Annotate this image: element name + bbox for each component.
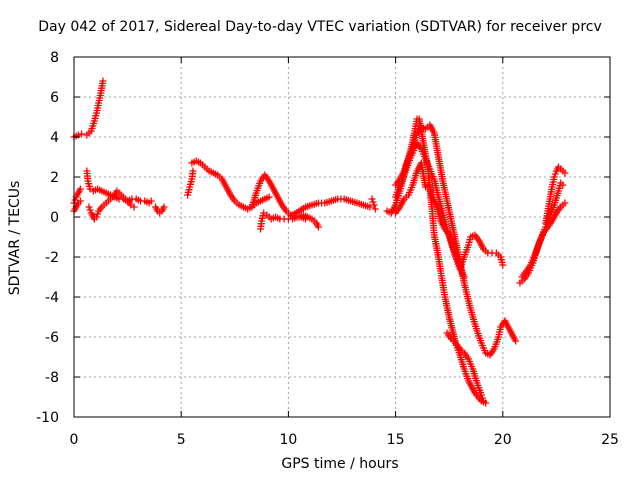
data-point bbox=[76, 185, 84, 193]
y-tick-label: 6 bbox=[50, 90, 59, 106]
x-tick-label: 10 bbox=[279, 432, 297, 448]
data-point bbox=[512, 337, 520, 345]
y-tick-label: -6 bbox=[45, 330, 59, 346]
data-point bbox=[86, 206, 94, 214]
x-axis-label: GPS time / hours bbox=[281, 456, 399, 472]
data-point bbox=[76, 197, 84, 205]
x-tick-label: 25 bbox=[601, 432, 619, 448]
y-tick-label: -8 bbox=[45, 370, 59, 386]
data-points bbox=[70, 77, 569, 407]
data-point bbox=[147, 197, 155, 205]
plot-frame bbox=[73, 56, 611, 418]
data-point bbox=[366, 203, 374, 211]
data-point bbox=[561, 169, 569, 177]
data-point bbox=[559, 181, 567, 189]
data-point bbox=[371, 205, 379, 213]
x-tick-label: 15 bbox=[387, 432, 405, 448]
y-tick-label: -4 bbox=[45, 290, 59, 306]
y-tick-label: 8 bbox=[50, 50, 59, 66]
y-tick-labels: -10 -8 -6 -4 -2 0 2 4 6 8 bbox=[36, 50, 59, 426]
x-tick-label: 0 bbox=[70, 432, 79, 448]
data-point bbox=[93, 213, 101, 221]
grid-lines bbox=[74, 57, 610, 417]
data-point bbox=[85, 203, 93, 211]
y-tick-label: 4 bbox=[50, 130, 59, 146]
x-tick-label: 20 bbox=[494, 432, 512, 448]
data-point bbox=[551, 170, 559, 178]
data-point bbox=[265, 193, 273, 201]
data-point bbox=[99, 77, 107, 85]
data-point bbox=[130, 203, 138, 211]
data-point bbox=[370, 201, 378, 209]
data-point bbox=[477, 391, 485, 399]
data-point bbox=[499, 261, 507, 269]
data-point bbox=[368, 195, 376, 203]
data-point bbox=[478, 394, 486, 402]
data-point bbox=[550, 173, 558, 181]
data-point bbox=[71, 196, 79, 204]
data-point bbox=[78, 130, 86, 138]
y-tick-label: 2 bbox=[50, 170, 59, 186]
x-tick-labels: 0 5 10 15 20 25 bbox=[70, 432, 619, 448]
data-point bbox=[160, 203, 168, 211]
data-point bbox=[460, 273, 468, 281]
y-tick-label: -10 bbox=[36, 410, 59, 426]
data-point bbox=[561, 199, 569, 207]
data-point bbox=[480, 397, 488, 405]
data-point bbox=[94, 210, 102, 218]
data-point bbox=[189, 167, 197, 175]
chart-title: Day 042 of 2017, Sidereal Day-to-day VTE… bbox=[38, 19, 602, 35]
axis-ticks bbox=[73, 56, 611, 418]
y-tick-label: 0 bbox=[50, 210, 59, 226]
y-tick-label: -2 bbox=[45, 250, 59, 266]
data-point bbox=[314, 223, 322, 231]
data-point bbox=[369, 198, 377, 206]
x-tick-label: 5 bbox=[177, 432, 186, 448]
